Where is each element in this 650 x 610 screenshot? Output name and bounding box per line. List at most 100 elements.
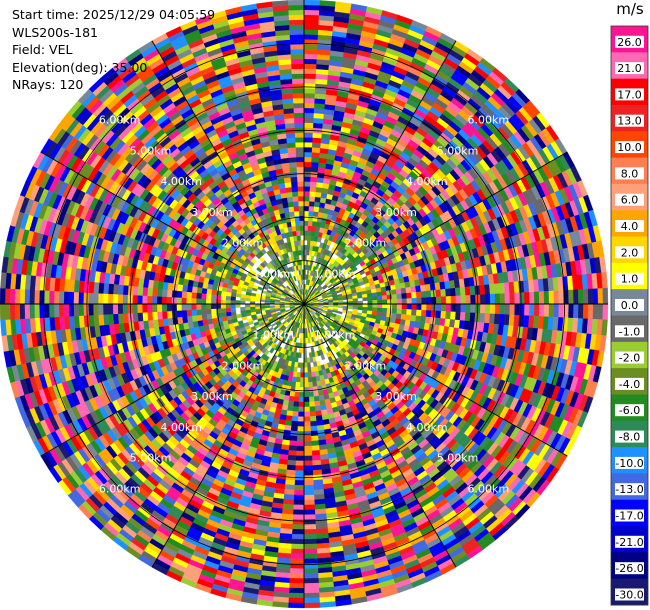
colorbar-label-bg bbox=[615, 272, 644, 285]
instrument-name: WLS200s-181 bbox=[12, 24, 98, 40]
colorbar-label-bg bbox=[615, 88, 644, 101]
nrays-text: NRays: 120 bbox=[12, 77, 84, 93]
colorbar-tick-label: -17.0 bbox=[615, 510, 643, 523]
colorbar-tick-label: -21.0 bbox=[615, 536, 643, 549]
colorbar-label-bg bbox=[615, 430, 644, 443]
colorbar-segment bbox=[611, 236, 648, 264]
colorbar-segment bbox=[611, 262, 648, 290]
colorbar-segment bbox=[611, 52, 648, 80]
range-ring bbox=[260, 260, 348, 348]
colorbar-label-bg bbox=[615, 483, 644, 496]
colorbar-segment bbox=[611, 578, 648, 606]
colorbar-tick-label: 26.0 bbox=[617, 36, 642, 49]
colorbar-label-bg bbox=[615, 456, 644, 469]
colorbar-tick-label: 0.0 bbox=[621, 299, 639, 312]
colorbar-segment bbox=[611, 447, 648, 474]
colorbar-segment bbox=[611, 526, 648, 553]
colorbar-label-bg bbox=[615, 193, 644, 206]
colorbar-tick-label: -30.0 bbox=[615, 589, 643, 602]
range-ring-label: 6.00km bbox=[468, 114, 510, 127]
range-ring-label: 3.00km bbox=[375, 390, 417, 403]
colorbar-tick-label: 4.0 bbox=[621, 220, 639, 233]
colorbar-label-bg bbox=[615, 167, 644, 180]
colorbar-segment bbox=[611, 394, 648, 422]
range-ring bbox=[42, 42, 566, 566]
range-ring-label: 4.00km bbox=[160, 421, 202, 434]
range-ring-label: 1.00km bbox=[253, 329, 295, 342]
colorbar-segment bbox=[611, 157, 648, 185]
colorbar-tick-label: -2.0 bbox=[619, 352, 640, 365]
range-ring-label: 3.00km bbox=[191, 390, 233, 403]
range-ring-label: 1.00km bbox=[314, 267, 356, 280]
range-ring-label: 2.00km bbox=[345, 237, 387, 250]
colorbar-label-bg bbox=[615, 588, 644, 601]
colorbar-label-bg bbox=[615, 220, 644, 232]
colorbar-tick-label: -10.0 bbox=[615, 457, 643, 470]
range-ring-label: 1.00km bbox=[253, 267, 295, 280]
range-ring-label: 2.00km bbox=[222, 237, 264, 250]
colorbar-segment bbox=[611, 315, 648, 343]
colorbar-segment bbox=[611, 183, 648, 211]
colorbar-label-bg bbox=[615, 377, 644, 390]
colorbar-tick-label: 2.0 bbox=[621, 246, 639, 259]
colorbar-tick-label: -6.0 bbox=[619, 404, 640, 417]
colorbar-tick-label: -26.0 bbox=[615, 562, 643, 575]
start-time-text: Start time: 2025/12/29 04:05:59 bbox=[12, 7, 216, 22]
velocity-gates bbox=[0, 0, 609, 609]
colorbar-segment bbox=[611, 104, 648, 132]
colorbar-segment bbox=[611, 78, 648, 106]
colorbar-unit: m/s bbox=[616, 0, 644, 18]
colorbar-segment bbox=[611, 552, 648, 580]
range-ring-label: 3.00km bbox=[375, 206, 417, 219]
colorbar-tick-label: -8.0 bbox=[619, 431, 640, 444]
colorbar-label-bg bbox=[615, 325, 644, 338]
range-ring-label: 4.00km bbox=[406, 421, 448, 434]
colorbar-segment bbox=[611, 131, 648, 159]
range-ring-label: 1.00km bbox=[314, 329, 356, 342]
colorbar-tick-label: -4.0 bbox=[619, 378, 640, 391]
colorbar-tick-label: -1.0 bbox=[619, 325, 640, 338]
elevation-text: Elevation(deg): 35.00 bbox=[12, 59, 148, 75]
range-ring-label: 2.00km bbox=[222, 359, 264, 372]
colorbar-segment bbox=[611, 499, 648, 527]
range-ring-label: 5.00km bbox=[130, 145, 172, 158]
colorbar-label-bg bbox=[615, 35, 644, 48]
scan-info: Start time: 2025/12/29 04:05:59 WLS200s-… bbox=[12, 6, 215, 94]
colorbar-label-bg bbox=[615, 535, 644, 548]
range-ring-label: 6.00km bbox=[99, 114, 141, 127]
colorbar-tick-label: 13.0 bbox=[617, 115, 642, 128]
colorbar-label-bg bbox=[615, 562, 644, 575]
colorbar-label-bg bbox=[615, 509, 644, 522]
range-ring-label: 6.00km bbox=[99, 482, 141, 495]
range-ring-label: 4.00km bbox=[406, 175, 448, 188]
colorbar-segment bbox=[611, 210, 648, 238]
colorbar-label-bg bbox=[615, 351, 644, 364]
range-ring-label: 6.00km bbox=[468, 482, 510, 495]
range-ring bbox=[129, 129, 479, 479]
colorbar-segment bbox=[611, 368, 648, 395]
colorbar-segment bbox=[611, 289, 648, 316]
azimuth-spoke bbox=[40, 151, 568, 457]
colorbar-tick-label: 1.0 bbox=[621, 273, 639, 286]
colorbar-tick-label: 8.0 bbox=[621, 167, 639, 180]
ppi-plot: 1.00km 1.00km 1.00km 1.00km 2.00km 2.00km 2.00… bbox=[0, 0, 609, 609]
range-ring bbox=[86, 86, 522, 522]
colorbar-segment bbox=[611, 341, 648, 369]
range-ring-label: 5.00km bbox=[130, 452, 172, 465]
colorbar-segment bbox=[611, 26, 648, 53]
range-ring-label: 3.00km bbox=[191, 206, 233, 219]
colorbar-label-bg bbox=[615, 299, 644, 311]
colorbar-label-bg bbox=[615, 62, 644, 75]
colorbar-tick-label: 17.0 bbox=[617, 88, 642, 101]
colorbar-label-bg bbox=[615, 141, 644, 154]
range-ring bbox=[216, 216, 392, 392]
colorbar-label-bg bbox=[615, 246, 644, 259]
colorbar-label-bg bbox=[615, 114, 644, 127]
colorbar-label-bg bbox=[615, 404, 644, 417]
colorbar-segment bbox=[611, 473, 648, 501]
colorbar-tick-label: 6.0 bbox=[621, 194, 639, 207]
colorbar-tick-label: -13.0 bbox=[615, 483, 643, 496]
range-ring-label: 5.00km bbox=[437, 145, 479, 158]
field-text: Field: VEL bbox=[12, 42, 73, 58]
colorbar-tick-label: 10.0 bbox=[617, 141, 642, 154]
